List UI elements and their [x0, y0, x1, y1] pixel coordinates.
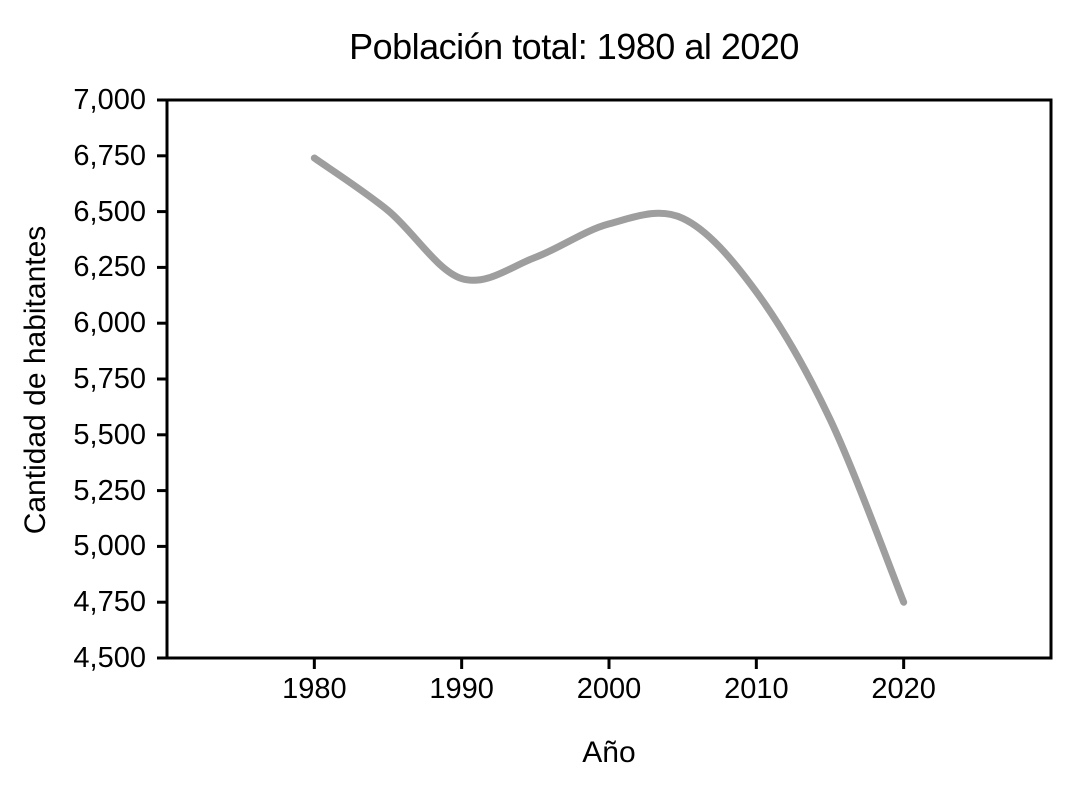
x-tick-label: 2010: [724, 673, 789, 705]
y-axis-title: Cantidad de habitantes: [19, 225, 52, 535]
x-axis-title: Año: [582, 736, 636, 769]
y-tick-label: 7,000: [73, 84, 146, 116]
population-line: [310, 154, 908, 606]
x-tick-label: 2000: [576, 673, 642, 705]
plot-area: [157, 98, 1053, 669]
y-tick-label: 5,250: [73, 474, 146, 507]
y-tick-label: 5,500: [73, 418, 146, 451]
y-tick-label: 6,250: [73, 251, 146, 284]
y-tick-label: 6,000: [73, 307, 146, 340]
x-tick-label: 1990: [429, 673, 494, 705]
x-tick-label: 1980: [282, 673, 347, 705]
y-tick-label: 4,750: [73, 586, 146, 619]
chart-title: Población total: 1980 al 2020: [349, 26, 799, 67]
y-tick-label: 5,000: [73, 530, 146, 563]
y-tick-label: 4,500: [73, 642, 146, 674]
y-tick-label: 6,500: [73, 195, 146, 228]
x-tick-label: 2020: [871, 673, 936, 705]
y-tick-label: 5,750: [73, 363, 146, 395]
y-tick-label: 6,750: [73, 139, 146, 172]
axis-frame: [165, 98, 1053, 660]
